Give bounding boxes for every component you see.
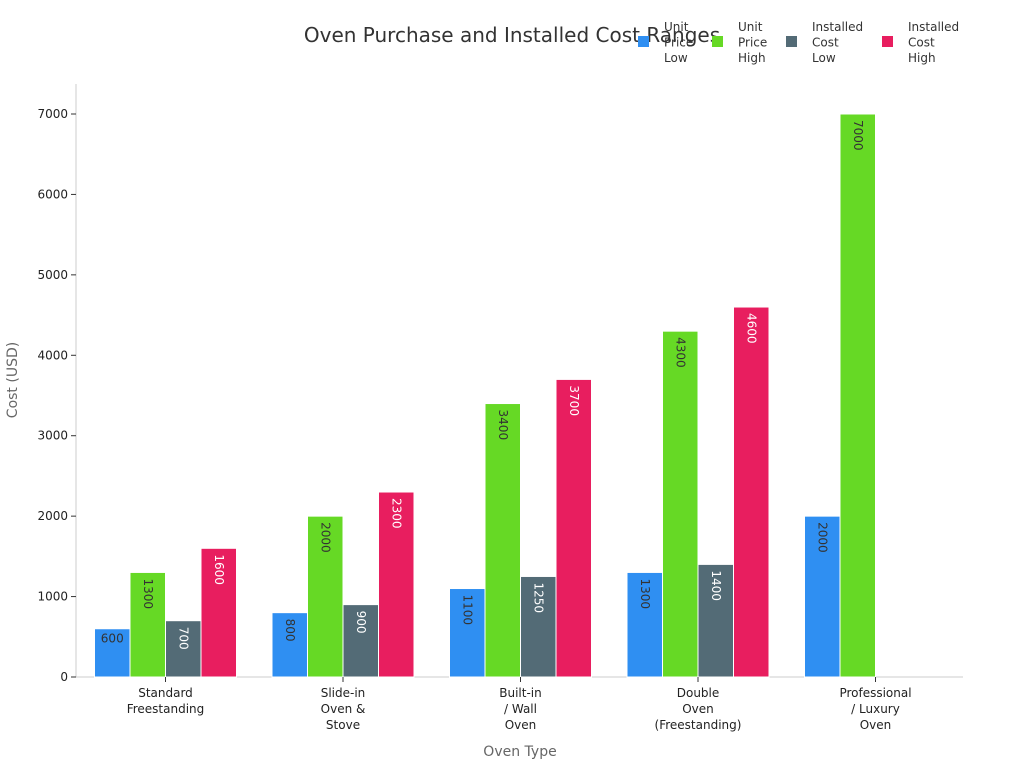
y-tick-label: 6000 <box>37 187 68 201</box>
legend-label: Installed Cost High <box>908 20 959 65</box>
y-tick-label: 3000 <box>37 429 68 443</box>
bar <box>307 515 344 678</box>
bar-value-label: 2000 <box>318 522 332 553</box>
bar-value-label: 2000 <box>815 522 829 553</box>
y-axis-title: Cost (USD) <box>5 342 21 418</box>
bar <box>626 571 663 678</box>
y-tick-label: 7000 <box>37 107 68 121</box>
bar <box>342 604 379 678</box>
bar-value-label: 1250 <box>531 582 545 613</box>
y-axis-ticks: 0 1000 2000 3000 4000 5000 6000 7000 <box>37 107 76 684</box>
bar-value-label: 700 <box>176 627 190 650</box>
legend: Unit Price Low Unit Price High Installed Cost Lo… <box>638 20 959 65</box>
chart-title: Oven Purchase and Installed Cost Ranges <box>304 23 720 47</box>
bar-value-label: 1400 <box>709 570 723 601</box>
bar-value-label: 1600 <box>212 554 226 585</box>
bar-value-label: 600 <box>101 632 124 646</box>
bar-value-label: 1300 <box>141 578 155 609</box>
bar <box>378 491 415 678</box>
bar <box>200 547 237 678</box>
x-tick-label: Standard Freestanding <box>127 686 205 716</box>
y-tick-label: 1000 <box>37 590 68 604</box>
bar <box>94 628 131 678</box>
legend-swatch <box>882 36 893 47</box>
legend-label: Unit Price Low <box>664 20 693 65</box>
bar-value-label: 1100 <box>460 595 474 626</box>
legend-swatch <box>786 36 797 47</box>
bar <box>484 403 521 678</box>
bar <box>271 612 308 678</box>
bar <box>733 306 770 678</box>
y-tick-label: 5000 <box>37 268 68 282</box>
bar-value-label: 900 <box>354 611 368 634</box>
bar-value-label: 3400 <box>496 410 510 441</box>
bar <box>449 588 486 678</box>
legend-swatch <box>712 36 723 47</box>
y-tick-label: 4000 <box>37 348 68 362</box>
bar-value-label: 4300 <box>673 337 687 368</box>
x-tick-label: Slide-in Oven & Stove <box>321 686 366 732</box>
bar <box>165 620 202 678</box>
bars: 600 1300 700 1600 800 2000 900 2300 1100 3400 1250… <box>94 113 876 678</box>
bar-value-label: 4600 <box>744 313 758 344</box>
legend-swatch <box>638 36 649 47</box>
y-tick-label: 2000 <box>37 509 68 523</box>
bar <box>662 330 699 678</box>
legend-label: Unit Price High <box>738 20 767 65</box>
bar-value-label: 1300 <box>638 578 652 609</box>
bar <box>697 563 734 678</box>
x-axis-ticks: Standard Freestanding Slide-in Oven & Stove B… <box>127 677 912 732</box>
x-axis-title: Oven Type <box>483 744 556 760</box>
bar-value-label: 800 <box>283 619 297 642</box>
x-tick-label: Professional / Luxury Oven <box>839 686 911 732</box>
bar-value-label: 7000 <box>851 120 865 151</box>
bar-value-label: 3700 <box>567 385 581 416</box>
x-tick-label: Double Oven (Freestanding) <box>655 686 742 732</box>
y-tick-label: 0 <box>60 670 68 684</box>
bar <box>839 113 876 678</box>
x-tick-label: Built-in / Wall Oven <box>499 686 541 732</box>
legend-label: Installed Cost Low <box>812 20 863 65</box>
bar <box>555 378 592 678</box>
bar <box>804 515 841 678</box>
bar-value-label: 2300 <box>389 498 403 529</box>
